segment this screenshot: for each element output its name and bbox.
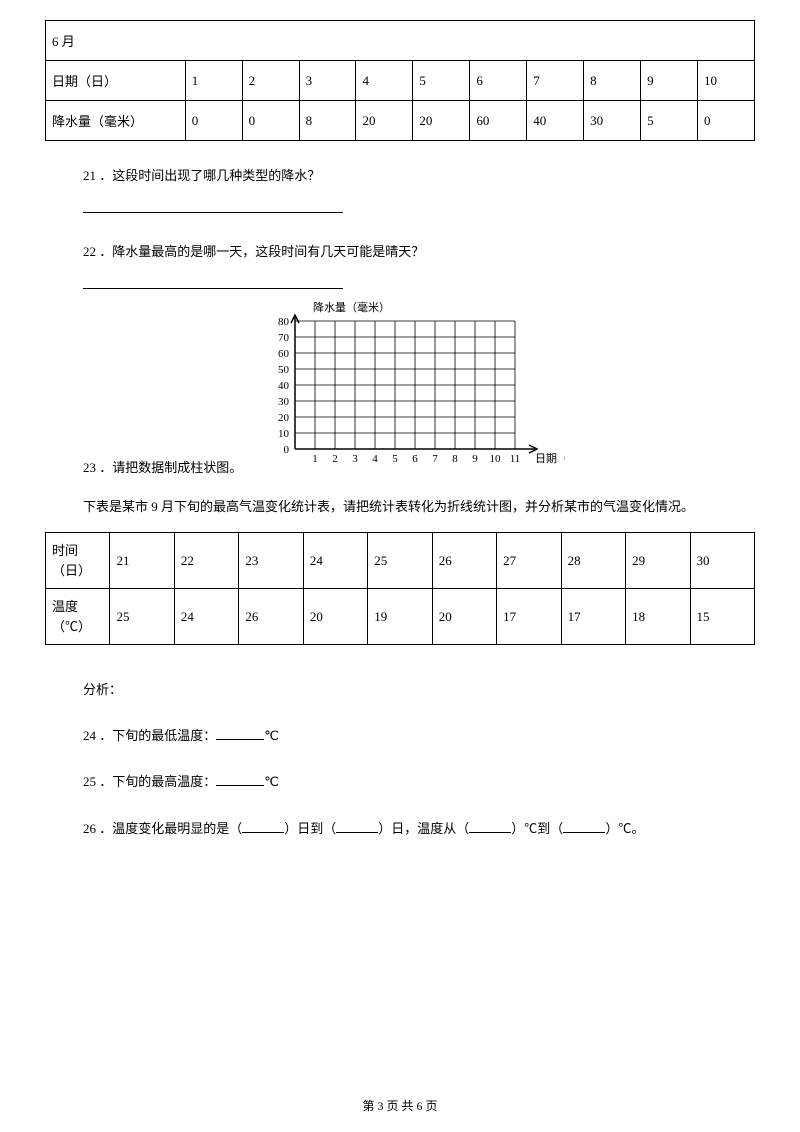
svg-text:20: 20	[278, 412, 290, 424]
x-axis-label: 日期（日）	[535, 452, 565, 465]
row-label: 日期（日）	[46, 61, 186, 101]
intro-text: 下表是某市 9 月下旬的最高气温变化统计表，请把统计表转化为折线统计图，并分析某…	[83, 496, 755, 518]
row-label: 温度（℃）	[46, 589, 110, 645]
answer-blank[interactable]	[216, 772, 264, 786]
table-row: 温度（℃） 25 24 26 20 19 20 17 17 18 15	[46, 589, 755, 645]
table-row: 降水量（毫米） 0 0 8 20 20 60 40 30 5 0	[46, 101, 755, 141]
svg-text:30: 30	[278, 396, 290, 408]
question-21: 21 ．这段时间出现了哪几种类型的降水？	[83, 165, 755, 187]
question-25: 25 ．下旬的最高温度：℃	[83, 771, 755, 793]
svg-text:0: 0	[284, 444, 290, 456]
row-label: 降水量（毫米）	[46, 101, 186, 141]
table-row: 时间（日） 21 22 23 24 25 26 27 28 29 30	[46, 533, 755, 589]
answer-blank[interactable]	[242, 819, 284, 833]
answer-blank[interactable]	[216, 726, 264, 740]
svg-text:80: 80	[278, 316, 290, 328]
answer-blank[interactable]	[83, 273, 343, 289]
svg-text:7: 7	[432, 453, 438, 465]
svg-text:6: 6	[412, 453, 418, 465]
table-row: 日期（日） 1 2 3 4 5 6 7 8 9 10	[46, 61, 755, 101]
svg-text:50: 50	[278, 364, 290, 376]
svg-text:40: 40	[278, 380, 290, 392]
temperature-table: 时间（日） 21 22 23 24 25 26 27 28 29 30 温度（℃…	[45, 532, 755, 645]
question-22: 22 ．降水量最高的是哪一天，这段时间有几天可能是晴天？	[83, 241, 755, 263]
svg-text:10: 10	[490, 453, 502, 465]
rainfall-table: 6 月 日期（日） 1 2 3 4 5 6 7 8 9 10 降水量（毫米） 0…	[45, 20, 755, 141]
month-cell: 6 月	[46, 21, 755, 61]
question-26: 26 ．温度变化最明显的是（）日到（）日，温度从（）℃到（）℃。	[83, 818, 755, 840]
svg-text:9: 9	[472, 453, 478, 465]
svg-text:10: 10	[278, 428, 290, 440]
svg-text:60: 60	[278, 348, 290, 360]
svg-text:5: 5	[392, 453, 398, 465]
svg-text:3: 3	[352, 453, 358, 465]
svg-text:4: 4	[372, 453, 378, 465]
svg-text:11: 11	[510, 453, 521, 465]
rainfall-chart-grid: 降水量（毫米）	[45, 299, 755, 473]
row-label: 时间（日）	[46, 533, 110, 589]
y-axis-label: 降水量（毫米）	[313, 300, 390, 314]
question-23: 23 ．请把数据制成柱状图。	[83, 457, 242, 476]
svg-text:1: 1	[312, 453, 318, 465]
page-footer: 第 3 页 共 6 页	[0, 1097, 800, 1114]
answer-blank[interactable]	[336, 819, 378, 833]
question-24: 24 ．下旬的最低温度：℃	[83, 725, 755, 747]
answer-blank[interactable]	[469, 819, 511, 833]
answer-blank[interactable]	[563, 819, 605, 833]
svg-text:70: 70	[278, 332, 290, 344]
analysis-label: 分析：	[83, 679, 755, 701]
svg-text:8: 8	[452, 453, 458, 465]
answer-blank[interactable]	[83, 197, 343, 213]
svg-text:2: 2	[332, 453, 338, 465]
